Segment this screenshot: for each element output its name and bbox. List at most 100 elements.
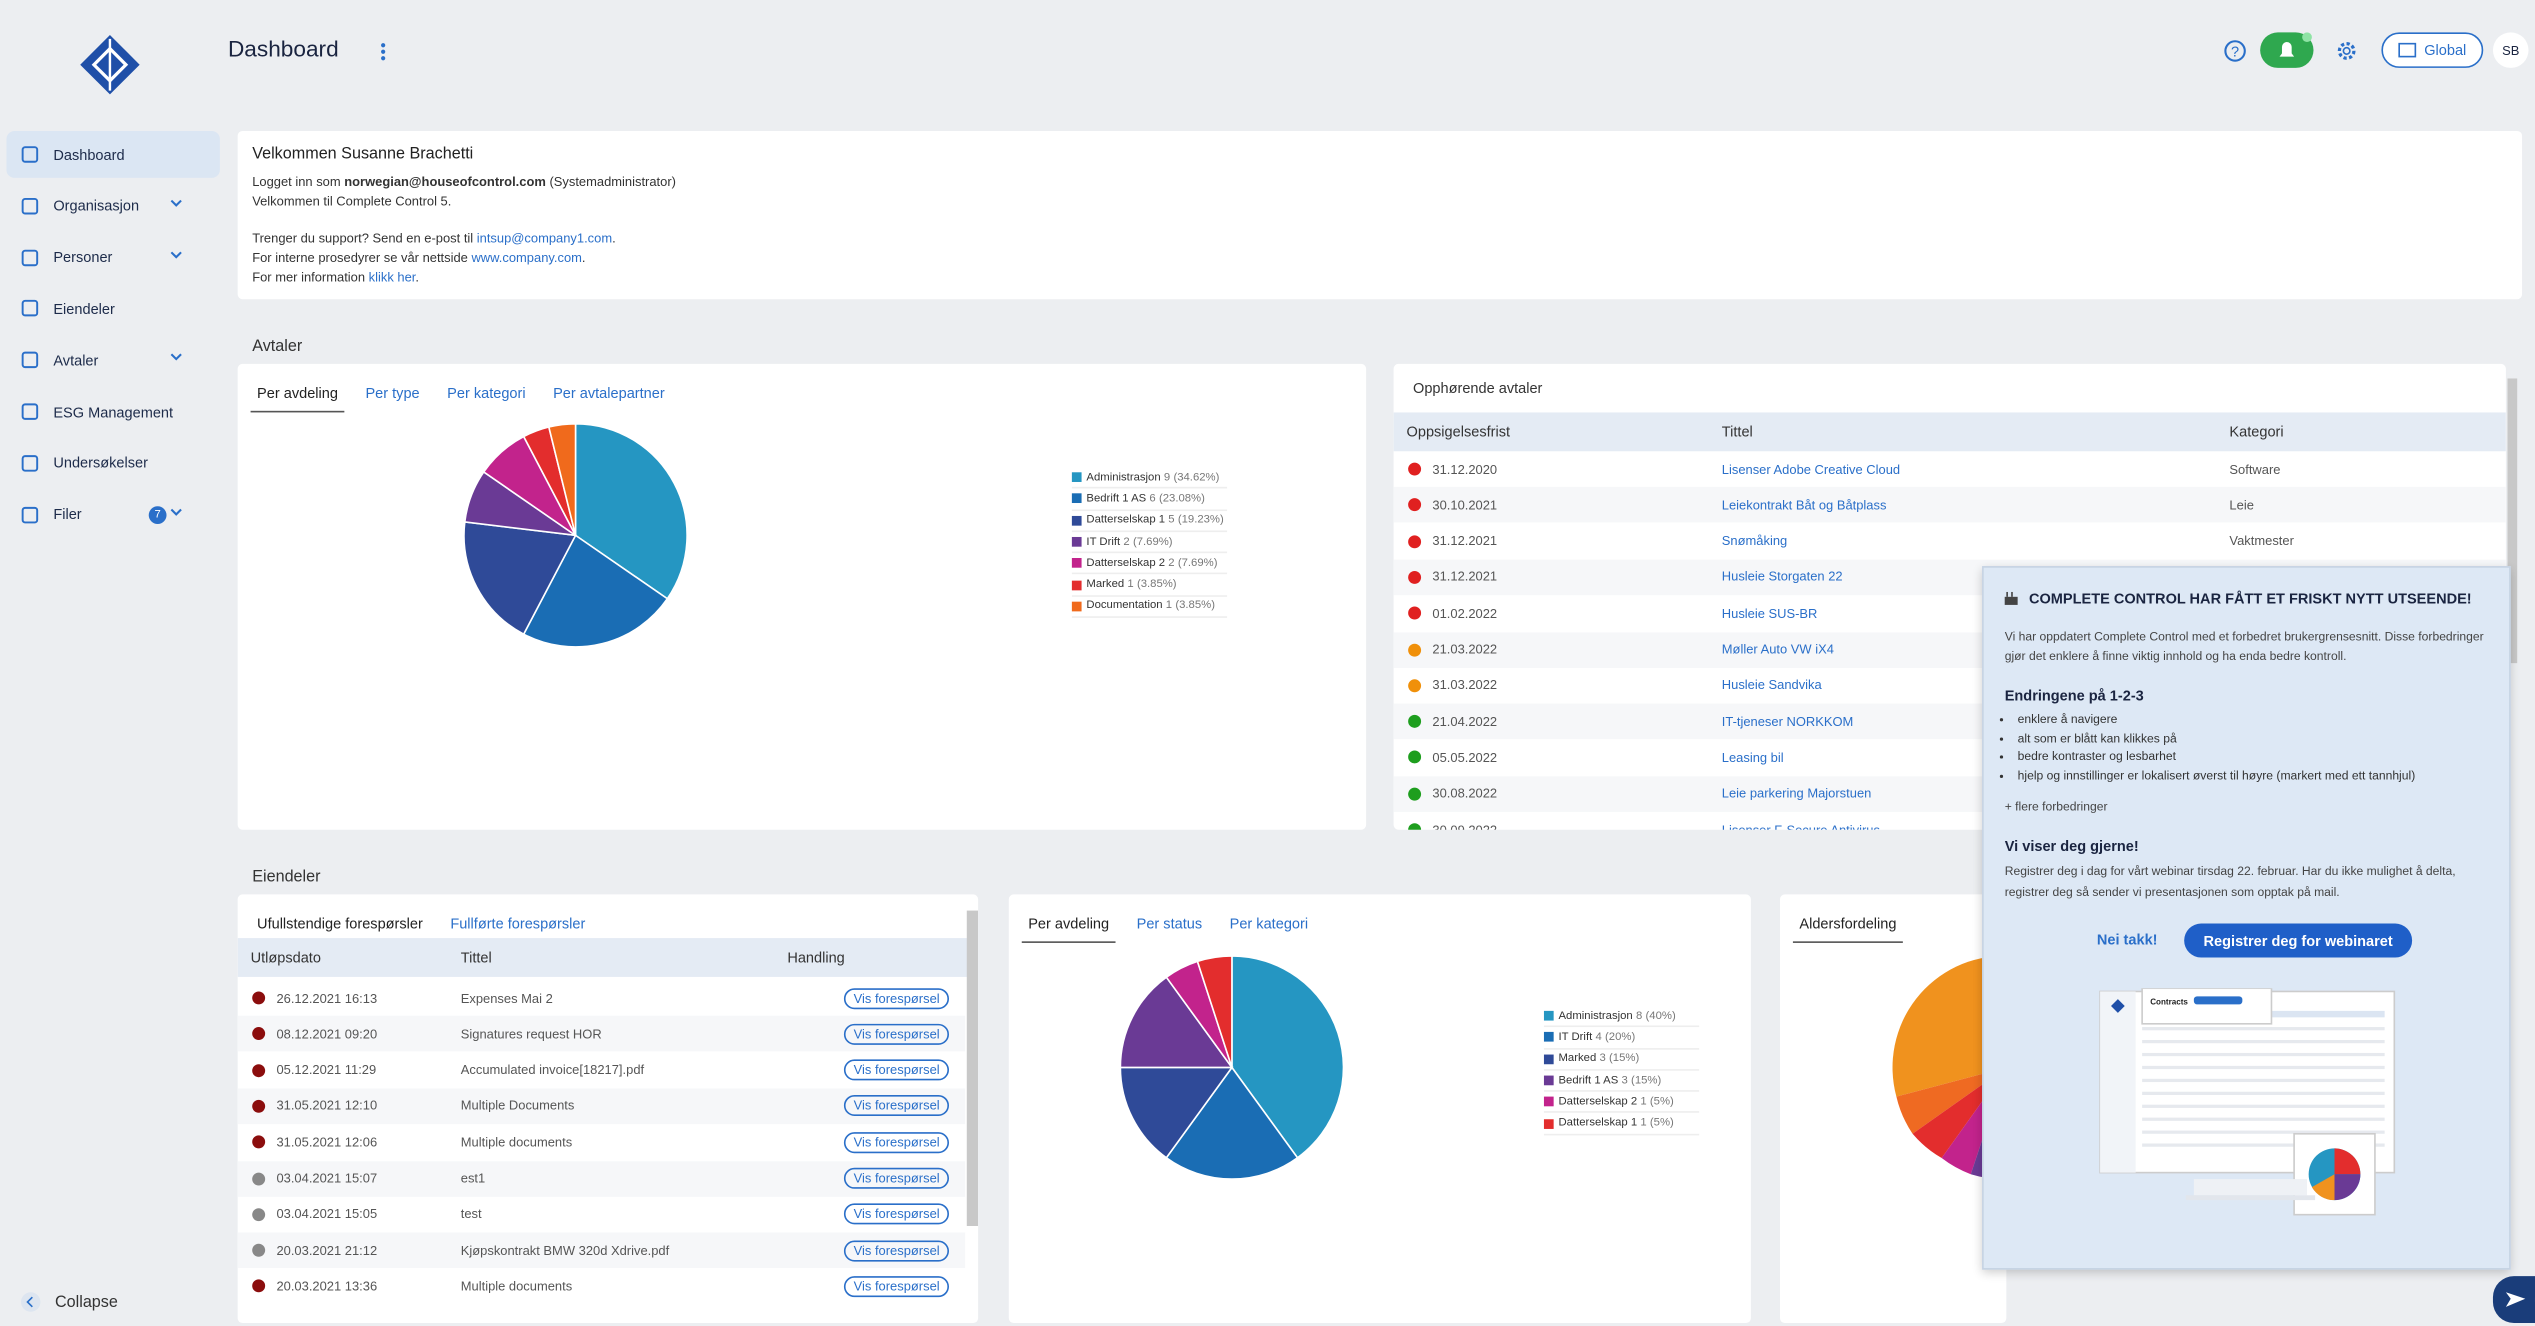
nav-item[interactable]: Undersøkelser — [6, 440, 219, 487]
nav-item[interactable]: Avtaler — [6, 337, 219, 384]
logo[interactable] — [74, 29, 145, 100]
tab[interactable]: Fullførte forespørsler — [450, 915, 586, 932]
pie-slice — [1119, 1066, 1234, 1159]
chevron[interactable] — [170, 248, 183, 261]
action-button[interactable]: Vis forespørsel — [843, 1023, 950, 1045]
action-button[interactable]: Vis forespørsel — [843, 1167, 950, 1189]
title-link[interactable]: Leie parkering Majorstuen — [1721, 786, 1872, 801]
nav-item[interactable]: Personer — [6, 234, 219, 281]
title-link[interactable]: Husleie Sandvika — [1721, 678, 1822, 693]
chevron[interactable] — [170, 506, 183, 519]
title-link[interactable]: Husleie Storgaten 22 — [1721, 569, 1843, 585]
legend-entry: Documentation 1 (3.85%) — [1071, 596, 1228, 618]
text: Logget inn som — [252, 174, 345, 190]
legend-label: Administrasjon — [1558, 1010, 1633, 1022]
action-button[interactable]: Vis forespørsel — [843, 1059, 950, 1081]
legend-swatch — [1543, 1075, 1554, 1086]
action-button[interactable]: Vis forespørsel — [843, 1275, 950, 1297]
legend-swatch — [1071, 494, 1082, 504]
date: 30.09.2022 — [1432, 822, 1497, 829]
legend-entry: Marked 1 (3.85%) — [1071, 575, 1228, 597]
action-button[interactable]: Vis forespørsel — [843, 987, 950, 1009]
scrollbar — [2507, 378, 2518, 664]
title-link[interactable]: Snømåking — [1721, 533, 1788, 549]
assets-pie-card: Per avdeling Per status Per kategori Admin… — [1008, 894, 1751, 1324]
legend-value: 6 — [1149, 493, 1156, 505]
status-dot — [1408, 570, 1422, 584]
legend-entry: Datterselskap 2 1 (5%) — [1543, 1092, 1700, 1114]
date: 30.08.2022 — [1432, 786, 1498, 801]
avatar[interactable]: SB — [2492, 32, 2529, 68]
more-link[interactable]: + flere forbedringer — [2004, 798, 2108, 814]
action-button[interactable]: Vis forespørsel — [843, 1095, 950, 1117]
title-link[interactable]: Lisenser Adobe Creative Cloud — [1721, 461, 1901, 477]
legend-share: (3.85%) — [1175, 600, 1215, 613]
chevron[interactable] — [170, 197, 183, 210]
title-link[interactable]: IT-tjeneser NORKKOM — [1721, 714, 1854, 729]
date: 31.05.2021 12:06 — [276, 1134, 378, 1150]
legend-value: 1 — [1165, 600, 1173, 613]
action-button[interactable]: Vis forespørsel — [843, 1239, 950, 1261]
nav-icon — [21, 351, 39, 369]
age-pie — [1892, 955, 2007, 1180]
title-link[interactable]: Møller Auto VW iX4 — [1721, 642, 1834, 657]
legend-entry: IT Drift 4 (20%) — [1543, 1028, 1700, 1050]
text: . — [612, 231, 616, 246]
tab[interactable]: Per avtalepartner — [553, 384, 665, 402]
title-link[interactable]: Husleie SUS-BR — [1721, 606, 1818, 621]
link[interactable]: www.company.com — [471, 250, 582, 265]
icon-shape — [21, 146, 39, 163]
title-link[interactable]: Lisenser F-Secure Antivirus — [1722, 822, 1880, 829]
tab[interactable]: Per avdeling — [250, 378, 345, 413]
register-button[interactable]: Registrer deg for webinaret — [2184, 923, 2413, 958]
date: 31.12.2021 — [1432, 533, 1498, 549]
tab[interactable]: Per status — [1136, 915, 1203, 932]
legend-share: (40%) — [1645, 1010, 1676, 1022]
table-row: 05.05.2022 Leasing bil — [1394, 740, 2506, 776]
legend-share: (34.62%) — [1173, 471, 1220, 484]
nav-item[interactable]: Organisasjon — [6, 182, 219, 229]
title: Multiple documents — [460, 1279, 573, 1294]
svg-text:?: ? — [2231, 45, 2239, 61]
legend-value: 4 — [1595, 1031, 1602, 1044]
scope-button[interactable]: Global — [2381, 32, 2484, 68]
chat-button[interactable] — [2492, 1276, 2535, 1324]
nav-icon — [21, 403, 39, 420]
date: 20.03.2021 13:36 — [276, 1279, 378, 1294]
action-button[interactable]: Vis forespørsel — [843, 1203, 950, 1225]
icon-shape — [21, 300, 39, 317]
tab[interactable]: Per avdeling — [1021, 909, 1116, 943]
change-item: hjelp og innstillinger er lokalisert øve… — [2018, 767, 2416, 786]
link[interactable]: klikk her — [368, 269, 416, 284]
tab[interactable]: Per type — [365, 384, 420, 402]
nav-item[interactable]: ESG Management — [6, 388, 219, 435]
collapse-button[interactable]: Collapse — [19, 1291, 118, 1314]
legend-share: (3.85%) — [1136, 579, 1177, 591]
column-header: Utløpsdato — [250, 949, 321, 966]
legend-swatch — [1071, 515, 1082, 526]
title-link[interactable]: Leiekontrakt Båt og Båtplass — [1721, 497, 1887, 513]
decline-button[interactable]: Nei takk! — [2096, 931, 2158, 948]
settings-icon[interactable] — [2335, 39, 2359, 63]
tab[interactable]: Per kategori — [1229, 915, 1309, 932]
icon-shape — [21, 249, 39, 266]
nav-item[interactable]: Eiendeler — [6, 285, 219, 332]
tab[interactable]: Per kategori — [447, 384, 526, 402]
nav-item[interactable]: Dashboard — [6, 131, 220, 178]
chevron[interactable] — [170, 351, 183, 364]
table-row: 03.04.2021 15:05 test Vis forespørsel — [238, 1197, 966, 1233]
nav-icon — [21, 146, 39, 163]
help-icon[interactable]: ? — [2223, 39, 2247, 63]
tab[interactable]: Aldersfordeling — [1792, 909, 1903, 943]
link[interactable]: intsup@company1.com — [476, 231, 613, 246]
title-link[interactable]: Leasing bil — [1721, 750, 1784, 765]
card-title: Opphørende avtaler — [1412, 380, 1543, 397]
legend-label: Marked — [1086, 579, 1125, 591]
legend-label: Documentation — [1086, 600, 1163, 613]
nav-item[interactable]: Filer 7 — [6, 491, 219, 538]
legend-value: 3 — [1621, 1074, 1628, 1087]
action-button[interactable]: Vis forespørsel — [843, 1131, 950, 1153]
text: (Systemadministrator) — [545, 174, 676, 190]
menu-dots[interactable] — [377, 40, 390, 63]
notifications[interactable] — [2260, 32, 2314, 68]
